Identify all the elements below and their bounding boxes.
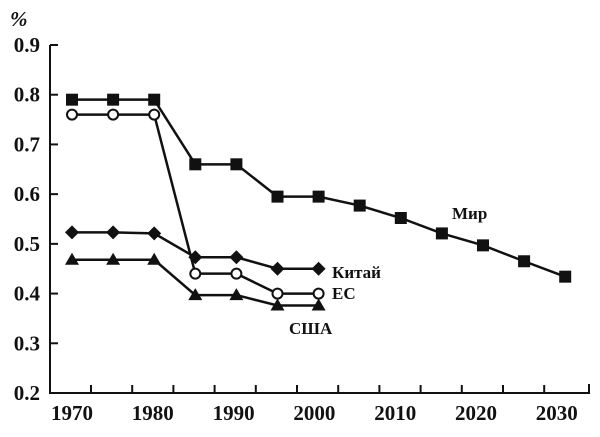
data-point-diamond [106,225,121,240]
data-point-circle [271,287,284,300]
data-point-circle [230,267,243,280]
data-point-square [107,93,120,106]
data-point-square [148,93,161,106]
data-point-square [66,93,78,106]
data-point-square [477,239,489,252]
y-tick-label: 0.3 [14,331,40,355]
data-point-diamond [229,250,244,265]
data-point-square [435,227,448,240]
x-tick-label: 2000 [293,401,335,425]
data-point-diamond [311,261,326,276]
data-point-triangle [106,252,121,265]
data-point-square [559,270,572,283]
series-3 [65,252,326,311]
y-tick-label: 0.4 [14,282,41,306]
data-point-square [518,255,531,268]
data-point-square [230,158,243,171]
series-1 [66,108,325,300]
data-point-triangle [229,288,244,301]
series-label: Мир [452,204,487,223]
x-tick-label: 1970 [51,401,93,425]
x-tick-label: 2020 [455,401,497,425]
series-label: США [289,319,333,338]
data-point-circle [66,108,78,121]
x-tick-label: 2010 [374,401,416,425]
data-point-triangle [188,288,203,301]
data-point-square [189,158,202,171]
y-tick-label: 0.9 [14,33,40,57]
series-group [65,93,572,311]
series-label: ЕС [332,284,356,303]
data-point-triangle [147,252,162,265]
series-label: Китай [332,263,381,282]
data-point-diamond [65,225,79,240]
data-point-circle [148,108,161,121]
data-point-triangle [311,298,326,311]
data-point-diamond [270,261,285,276]
y-axis-unit-label: % [10,7,28,31]
y-tick-label: 0.8 [14,83,40,107]
data-point-diamond [147,226,162,241]
y-tick-label: 0.6 [14,182,40,206]
x-tick-label: 2030 [536,401,578,425]
x-tick-label: 1990 [213,401,255,425]
data-point-circle [189,267,202,280]
y-tick-label: 0.2 [14,381,40,405]
axes: 0.2 0.3 0.4 0.5 0.6 0.7 0.8 0.9 1970 1980 1990 2000… [14,33,590,425]
data-point-circle [107,108,120,121]
series-0 [66,93,572,283]
data-point-triangle [270,298,285,311]
data-point-square [312,190,325,203]
data-point-diamond [188,250,203,265]
data-point-square [271,190,284,203]
series-2 [65,225,326,276]
series-labels: Мир Китай ЕС США [289,204,487,338]
data-point-triangle [65,252,79,265]
y-tick-label: 0.7 [14,132,40,156]
series-line [72,98,566,278]
x-tick-label: 1980 [132,401,174,425]
y-tick-label: 0.5 [14,232,40,256]
data-point-square [394,212,407,225]
data-point-circle [312,287,325,300]
data-point-square [353,199,366,212]
